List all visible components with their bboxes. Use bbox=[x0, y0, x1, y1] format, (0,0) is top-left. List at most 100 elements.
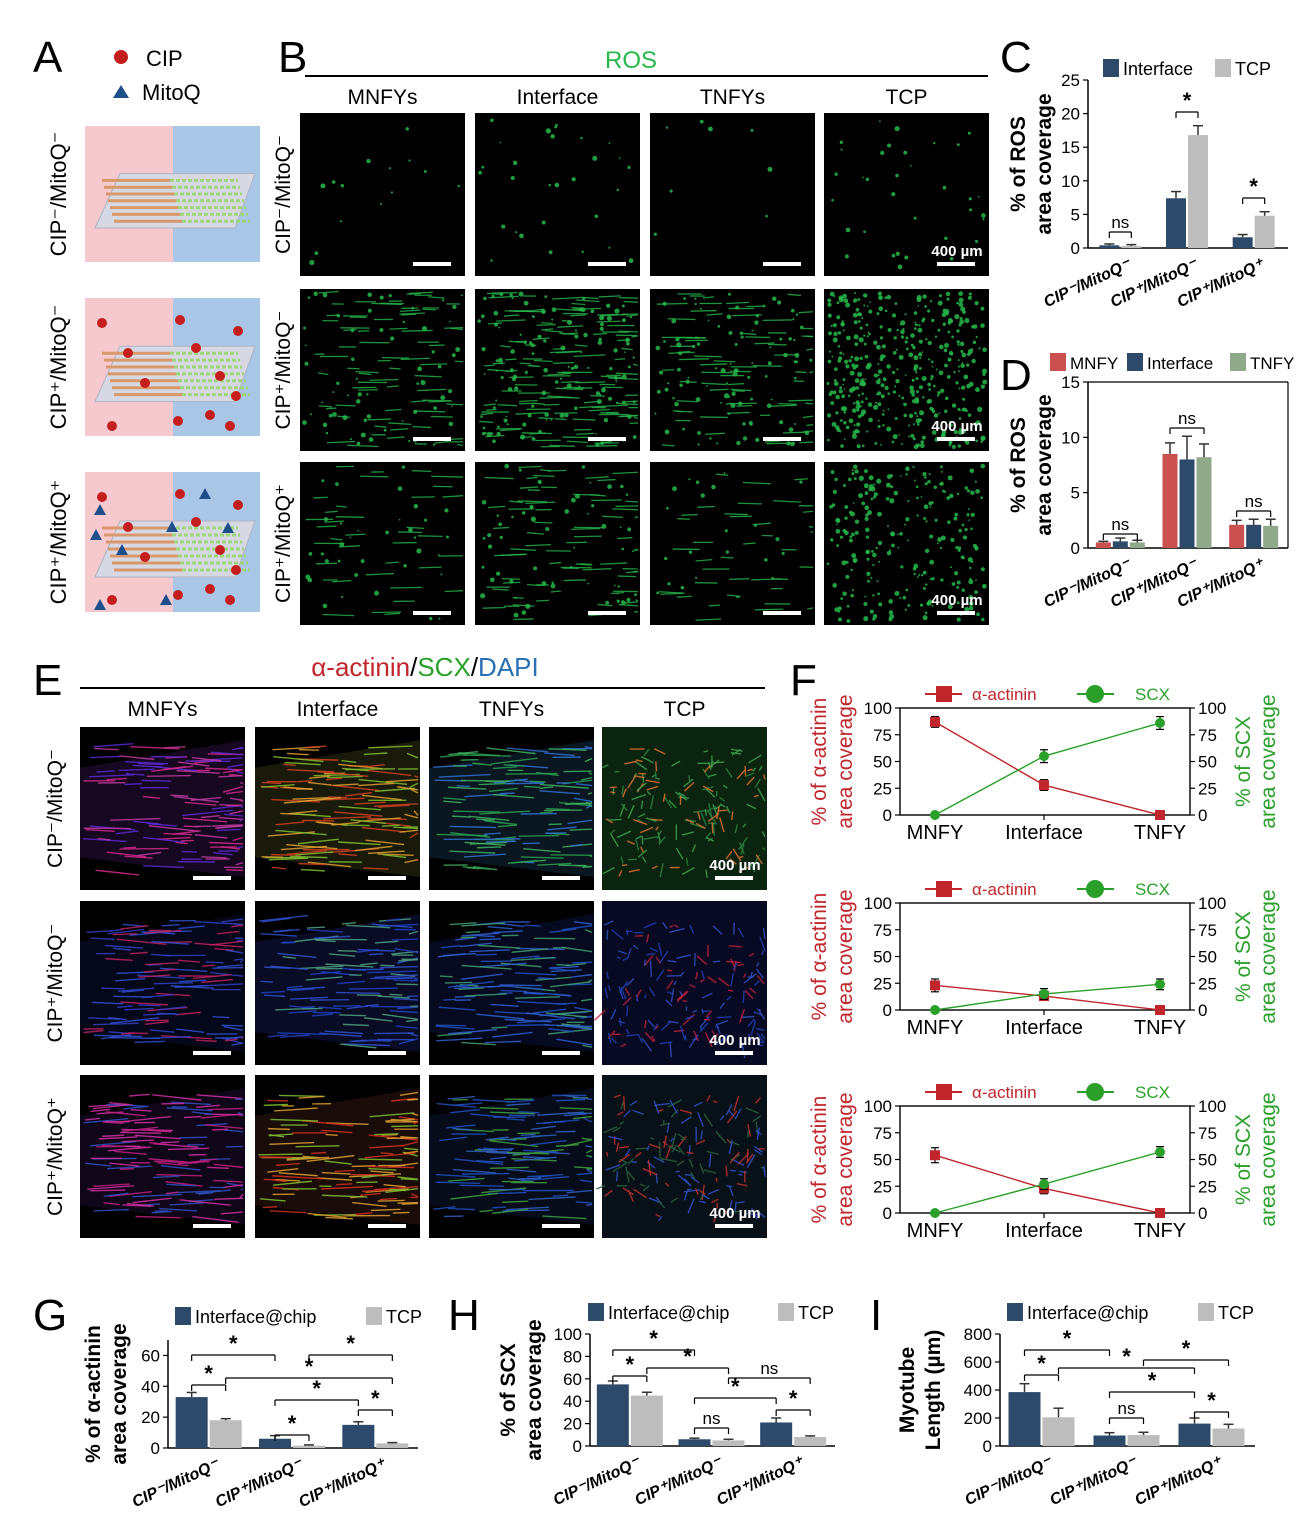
ros-spot bbox=[599, 315, 604, 320]
ros-spot bbox=[857, 444, 861, 448]
ros-streak bbox=[457, 444, 463, 445]
ros-spot bbox=[656, 591, 659, 594]
ros-spot bbox=[975, 481, 977, 483]
y-tick-label-right: 75 bbox=[1198, 921, 1217, 940]
ros-spot bbox=[944, 237, 947, 240]
data-point bbox=[1155, 718, 1165, 728]
ros-spot bbox=[609, 142, 611, 144]
ros-streak bbox=[505, 311, 535, 312]
ros-spot bbox=[568, 366, 570, 368]
stain-fiber bbox=[268, 1129, 290, 1130]
ros-spot bbox=[786, 441, 790, 445]
ros-spot bbox=[850, 371, 855, 376]
ros-spot bbox=[957, 344, 959, 346]
ros-spot bbox=[708, 127, 713, 132]
ros-spot bbox=[982, 380, 987, 385]
ros-spot bbox=[595, 433, 597, 435]
ros-spot bbox=[367, 414, 371, 418]
ros-spot bbox=[530, 505, 534, 509]
ros-spot bbox=[708, 319, 710, 321]
ros-spot bbox=[970, 528, 973, 531]
ros-streak bbox=[316, 563, 337, 564]
ros-spot bbox=[895, 379, 899, 383]
ros-spot bbox=[843, 353, 845, 355]
ros-spot bbox=[834, 379, 837, 382]
ros-spot bbox=[852, 589, 854, 591]
ros-spot bbox=[620, 485, 623, 488]
ros-spot bbox=[978, 196, 980, 198]
ros-spot bbox=[860, 357, 863, 360]
ros-spot bbox=[929, 535, 933, 539]
ros-spot bbox=[855, 400, 860, 405]
ros-spot bbox=[833, 332, 837, 336]
ros-spot bbox=[967, 353, 971, 357]
ros-spot bbox=[898, 265, 903, 270]
ros-spot bbox=[620, 526, 622, 528]
ros-spot bbox=[764, 558, 768, 562]
cip-dot bbox=[233, 500, 243, 510]
ros-streak bbox=[590, 396, 605, 397]
ros-spot bbox=[957, 408, 960, 411]
ros-spot bbox=[868, 418, 873, 423]
ros-spot bbox=[836, 524, 838, 526]
ros-spot bbox=[866, 572, 870, 576]
cip-dot bbox=[231, 391, 241, 401]
legend-swatch bbox=[366, 1307, 382, 1325]
col-header-tcp: TCP bbox=[664, 698, 706, 721]
stain-fiber bbox=[113, 996, 151, 997]
legend-marker bbox=[936, 686, 952, 702]
stain-fiber bbox=[440, 976, 453, 977]
ros-spot bbox=[398, 486, 403, 491]
ros-spot bbox=[957, 493, 959, 495]
ros-spot bbox=[916, 486, 919, 489]
ros-spot bbox=[836, 301, 839, 304]
ros-spot bbox=[364, 418, 367, 421]
cip-dot bbox=[123, 522, 133, 532]
ros-spot bbox=[866, 536, 869, 539]
ros-spot bbox=[838, 610, 840, 612]
ros-spot bbox=[834, 478, 837, 481]
ros-spot bbox=[880, 354, 885, 359]
ros-spot bbox=[524, 301, 529, 306]
ros-spot bbox=[918, 324, 920, 326]
ros-spot bbox=[908, 352, 913, 357]
ros-spot bbox=[853, 559, 856, 562]
ros-spot bbox=[903, 596, 907, 600]
bar bbox=[679, 1439, 711, 1446]
stain-fiber bbox=[476, 954, 497, 955]
scale-label: 400 µm bbox=[931, 418, 982, 435]
ros-spot bbox=[878, 425, 881, 428]
ros-spot bbox=[582, 465, 585, 468]
ros-spot bbox=[667, 382, 669, 384]
stain-fiber bbox=[519, 836, 559, 837]
ros-spot bbox=[411, 307, 414, 310]
bar bbox=[713, 1440, 745, 1446]
plot-frame bbox=[900, 708, 1190, 815]
ros-spot bbox=[771, 399, 773, 401]
row-label-2: CIP⁺/MitoQ⁻ bbox=[44, 923, 67, 1042]
ros-spot bbox=[889, 614, 894, 619]
ros-spot bbox=[917, 305, 919, 307]
stain-fiber bbox=[732, 812, 733, 820]
ros-spot bbox=[873, 483, 875, 485]
stain-fiber bbox=[391, 1126, 418, 1127]
chart-g: 0204060CIP⁻/MitoQ⁻CIP⁺/MitoQ⁻CIP⁺/MitoQ⁺… bbox=[82, 1307, 422, 1511]
ros-spot bbox=[751, 330, 753, 332]
ros-spot bbox=[900, 330, 905, 335]
ros-spot bbox=[850, 594, 853, 597]
ros-spot bbox=[971, 561, 973, 563]
ros-spot bbox=[389, 167, 391, 169]
ros-spot bbox=[490, 118, 494, 122]
ros-spot bbox=[896, 349, 898, 351]
ros-spot bbox=[549, 250, 553, 254]
stain-fiber bbox=[219, 805, 239, 806]
ros-spot bbox=[857, 430, 860, 433]
ros-spot bbox=[615, 380, 617, 382]
ros-spot bbox=[871, 498, 874, 501]
row-label-2: CIP⁺/MitoQ⁻ bbox=[46, 305, 71, 430]
ros-streak bbox=[536, 600, 549, 601]
ros-spot bbox=[927, 309, 930, 312]
ros-spot bbox=[889, 498, 894, 503]
y-axis-label-left: area coverage bbox=[834, 1092, 857, 1226]
ros-spot bbox=[595, 214, 599, 218]
